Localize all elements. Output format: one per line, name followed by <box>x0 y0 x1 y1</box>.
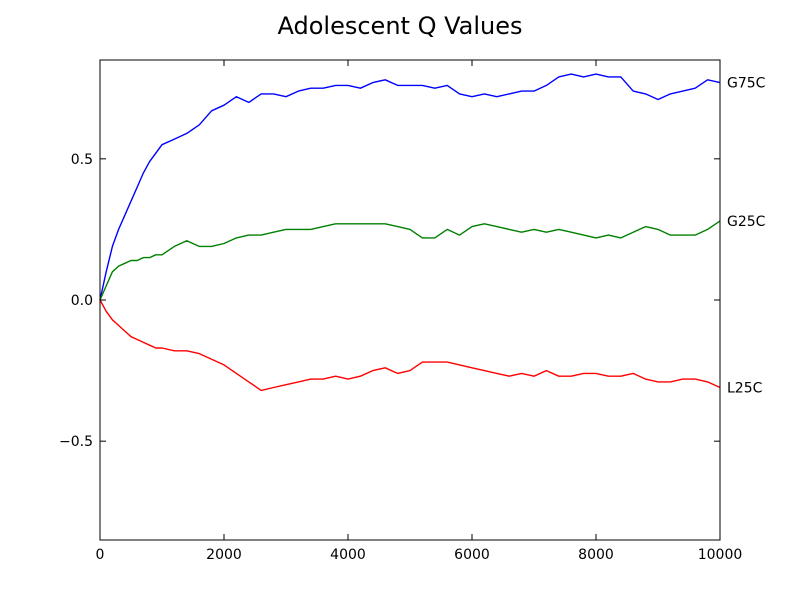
series-label-l25c: L25C <box>727 381 763 397</box>
axes-layer: 0 2000 4000 6000 8000 10000 −0.5 0.0 0.5 <box>59 59 743 563</box>
chart-title: Adolescent Q Values <box>278 12 523 40</box>
series-line-g25c <box>99 220 721 301</box>
x-tick-label: 0 <box>96 547 105 563</box>
series-line-l25c <box>99 299 721 392</box>
series-label-g75c: G75C <box>727 76 766 92</box>
y-tick-label: −0.5 <box>59 434 93 450</box>
x-tick-label: 10000 <box>698 547 743 563</box>
y-tick-label: 0.0 <box>71 293 93 309</box>
x-tick-label: 8000 <box>578 547 614 563</box>
x-tick-label: 4000 <box>330 547 366 563</box>
x-tick-label: 6000 <box>454 547 490 563</box>
series-line-g75c <box>99 73 721 301</box>
plot-frame <box>99 59 721 541</box>
series-label-g25c: G25C <box>727 214 766 230</box>
y-tick-label: 0.5 <box>71 152 93 168</box>
series-layer: G75C G25C L25C <box>99 73 766 397</box>
x-tick-label: 2000 <box>206 547 242 563</box>
